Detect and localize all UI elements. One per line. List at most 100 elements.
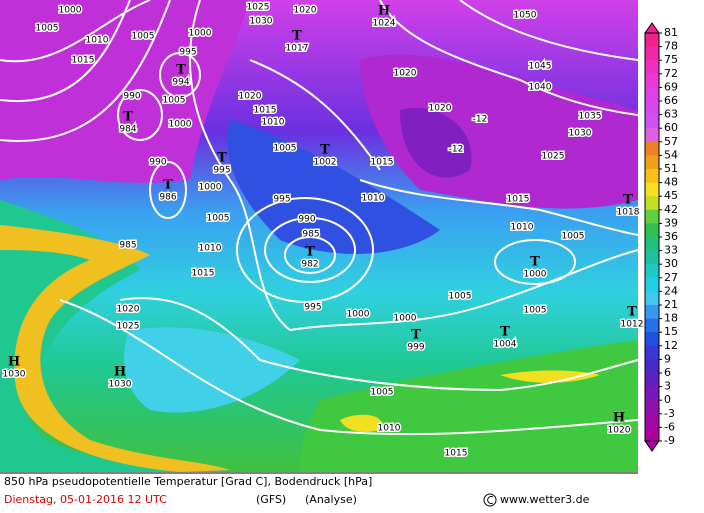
isobar-label: 1025 (247, 3, 270, 13)
legend-tick-label: 45 (664, 189, 678, 202)
isobar-label: 1005 (562, 232, 585, 242)
legend-tick-label: 75 (664, 53, 678, 66)
isobar-label: 995 (304, 303, 321, 313)
isobar-label: 1005 (274, 144, 297, 154)
pressure-center-symbol: T (217, 151, 227, 166)
isobar-label: 990 (149, 158, 166, 168)
isobar-label: 1005 (207, 214, 230, 224)
pressure-center-value: 1020 (608, 426, 631, 436)
legend-tick-label: -6 (664, 420, 675, 433)
isobar-label: 1010 (262, 118, 285, 128)
pressure-center-value: 999 (407, 343, 424, 353)
pressure-center-value: 1030 (3, 370, 26, 380)
legend-swatch (645, 128, 659, 143)
legend-tick-label: 57 (664, 135, 678, 148)
legend-swatch (645, 413, 659, 428)
isobar-label: 1005 (524, 306, 547, 316)
mild-area (0, 200, 220, 472)
pressure-center-symbol: T (623, 193, 633, 208)
isobar-label: 995 (179, 48, 196, 58)
legend-tick-label: 78 (664, 40, 678, 53)
isobar-label: 1015 (507, 195, 530, 205)
legend-swatch (645, 291, 659, 306)
legend-tick-label: 18 (664, 312, 678, 325)
warm-band (0, 225, 230, 472)
isobar-label: 1025 (542, 152, 565, 162)
isobar-label: 1015 (445, 449, 468, 459)
legend-swatch (645, 359, 659, 374)
pressure-center-symbol: T (530, 255, 540, 270)
isobar-label: 995 (213, 166, 230, 176)
isobar-label: 1010 (378, 424, 401, 434)
isobar-label: -12 (449, 145, 464, 155)
isobar-label: 1000 (59, 6, 82, 16)
copyright-icon (483, 493, 497, 507)
pressure-center-symbol: T (292, 29, 302, 44)
legend-swatch (645, 223, 659, 238)
isobar-label: 995 (273, 195, 290, 205)
pressure-center-symbol: H (613, 411, 625, 426)
isobar-label: 1020 (239, 92, 262, 102)
legend-swatch (645, 209, 659, 224)
legend-swatch (645, 155, 659, 170)
pressure-center-symbol: T (176, 63, 186, 78)
isobar-label: 1000 (199, 183, 222, 193)
legend-swatch (645, 182, 659, 197)
legend-tick-label: 33 (664, 244, 678, 257)
legend-swatch (645, 73, 659, 88)
legend-swatch (645, 386, 659, 401)
footer-credit: www.wetter3.de (500, 493, 590, 506)
isobar-label: 1000 (394, 314, 417, 324)
legend-tick-label: -9 (664, 434, 675, 447)
cold-core (400, 108, 472, 178)
isobar-label: 1005 (132, 32, 155, 42)
isobar-label: 1050 (514, 11, 537, 21)
legend-tick-label: 66 (664, 94, 678, 107)
pressure-center-symbol: T (123, 110, 133, 125)
legend-swatch (645, 87, 659, 102)
isobar-label: 1015 (72, 56, 95, 66)
isobar-label: 1040 (529, 83, 552, 93)
isobar-label: 1030 (250, 17, 273, 27)
isobar-label: 1025 (117, 322, 140, 332)
pressure-center-value: 986 (159, 193, 176, 203)
pressure-center-value: 984 (119, 125, 136, 135)
pressure-center-value: 1004 (494, 340, 517, 350)
isobar-label: 1020 (394, 69, 417, 79)
legend-tick-label: -3 (664, 407, 675, 420)
isobar-label: 1015 (254, 106, 277, 116)
pressure-center-symbol: T (163, 178, 173, 193)
legend-swatch (645, 60, 659, 75)
legend-tick-label: 63 (664, 108, 678, 121)
footer-date: Dienstag, 05-01-2016 12 UTC (4, 493, 167, 506)
pressure-center-symbol: H (114, 365, 126, 380)
legend-swatch (645, 427, 659, 442)
isobar-label: 1015 (371, 158, 394, 168)
legend-tick-label: 30 (664, 257, 678, 270)
isobar-label: 1020 (429, 104, 452, 114)
legend-tick-label: 3 (664, 380, 671, 393)
legend-tick-label: 0 (664, 393, 671, 406)
isobar-label: 990 (123, 92, 140, 102)
isobar-label: 1045 (529, 62, 552, 72)
isobar-label: 1005 (449, 292, 472, 302)
cyan-area (124, 327, 300, 413)
isobar-label: 1000 (189, 29, 212, 39)
legend-tick-label: 72 (664, 67, 678, 80)
isobar-label: 990 (298, 215, 315, 225)
footer-title: 850 hPa pseudopotentielle Temperatur [Gr… (4, 475, 372, 488)
footer-run: (Analyse) (305, 493, 357, 506)
legend-tick-label: 81 (664, 26, 678, 39)
legend-tick-label: 51 (664, 162, 678, 175)
pressure-center-symbol: H (378, 4, 390, 19)
legend-swatch (645, 318, 659, 333)
isobar-label: 1010 (199, 244, 222, 254)
legend-swatch (645, 332, 659, 347)
legend-tick-label: 6 (664, 366, 671, 379)
legend-tick-label: 21 (664, 298, 678, 311)
footer-model: (GFS) (256, 493, 286, 506)
legend-swatch (645, 141, 659, 156)
legend-cap (644, 440, 660, 452)
